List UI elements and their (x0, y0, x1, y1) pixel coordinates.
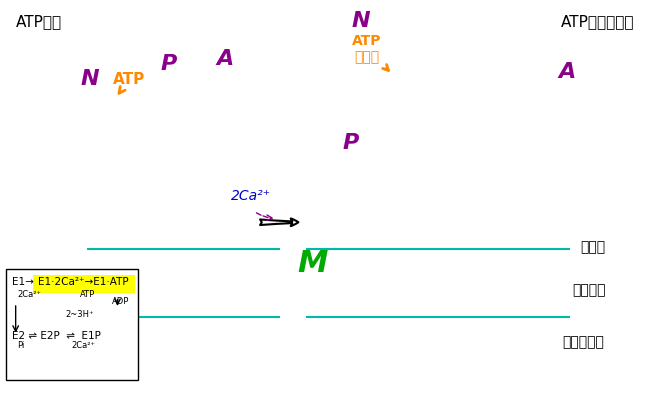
Text: N: N (81, 69, 99, 89)
Bar (33, 275, 135, 294)
Text: ATP類似体あり: ATP類似体あり (561, 15, 634, 30)
Text: E1→: E1→ (12, 277, 34, 288)
Text: M: M (297, 249, 328, 277)
Text: A: A (216, 49, 234, 69)
Text: ATP: ATP (80, 290, 96, 299)
Text: 2~3H⁺: 2~3H⁺ (65, 310, 94, 319)
Text: ATP
類似体: ATP 類似体 (352, 33, 389, 71)
Text: P: P (161, 54, 177, 74)
Text: ADP: ADP (112, 297, 130, 306)
Text: 2Ca²⁺: 2Ca²⁺ (18, 290, 42, 299)
Text: 2Ca²⁺: 2Ca²⁺ (231, 189, 271, 203)
FancyBboxPatch shape (6, 269, 138, 379)
Text: 2Ca²⁺: 2Ca²⁺ (72, 341, 96, 350)
Text: ATP無し: ATP無し (16, 15, 62, 30)
Text: E2 ⇌ E2P  ⇌  E1P: E2 ⇌ E2P ⇌ E1P (12, 331, 101, 341)
Text: P: P (343, 133, 359, 152)
Text: 小胞体膜: 小胞体膜 (573, 283, 606, 297)
Text: E1·2Ca²⁺→E1·ATP: E1·2Ca²⁺→E1·ATP (38, 277, 129, 288)
Text: 細胞質: 細胞質 (580, 240, 605, 255)
Text: N: N (351, 11, 370, 32)
Text: ATP: ATP (113, 72, 145, 93)
Text: Pi: Pi (18, 341, 25, 350)
Text: 小胞体内腔: 小胞体内腔 (562, 336, 604, 349)
Text: A: A (558, 62, 575, 82)
